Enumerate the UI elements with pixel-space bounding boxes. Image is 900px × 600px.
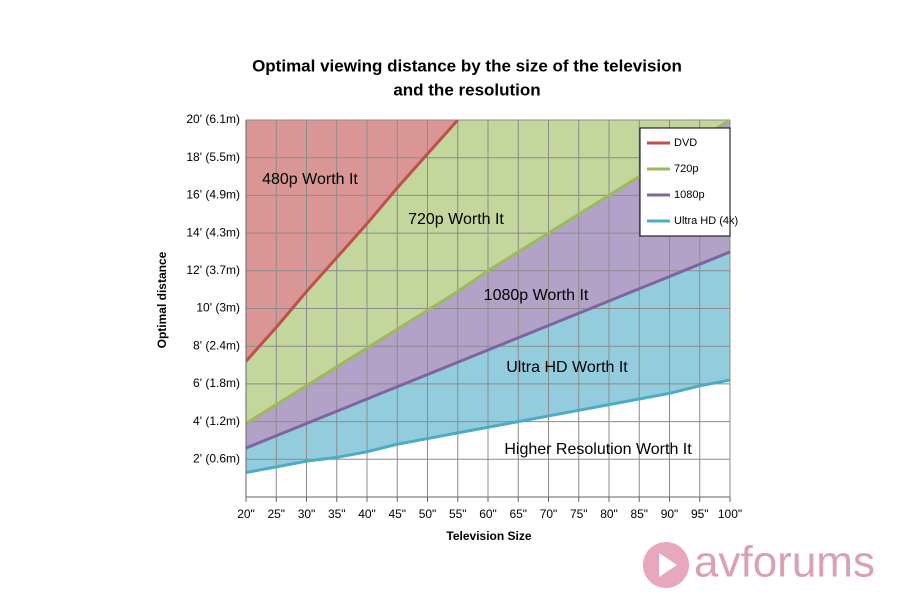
region-label: 720p Worth It	[408, 211, 504, 228]
y-tick-label: 16' (4.9m)	[186, 188, 240, 202]
series-line	[246, 378, 730, 474]
y-tick-label: 4' (1.2m)	[193, 414, 240, 428]
series-line	[246, 120, 459, 363]
x-tick-label: 65"	[509, 507, 527, 521]
x-tick-label: 40"	[358, 507, 376, 521]
x-tick-label: 95"	[691, 507, 709, 521]
region-label: 1080p Worth It	[484, 287, 589, 304]
foreground: 2' (0.6m) 4' (1.2m) 6' (1.8m) 8' (2.4m) 10' …	[186, 112, 742, 521]
y-tick-label: 8' (2.4m)	[193, 338, 240, 352]
logo-play	[659, 553, 677, 577]
legend-label: 1080p	[674, 189, 705, 201]
series-line	[246, 250, 730, 450]
y-tick-label: 14' (4.3m)	[186, 225, 240, 239]
y-tick-label: 20' (6.1m)	[186, 112, 240, 126]
y-axis-title: Optimal distance	[155, 251, 169, 348]
x-tick-label: 90"	[661, 507, 679, 521]
legend-label: Ultra HD (4k)	[674, 215, 738, 227]
x-tick-label: 80"	[600, 507, 618, 521]
chart-title: and the resolution	[393, 80, 540, 99]
logo: avforums	[643, 538, 875, 588]
chart-title: Optimal viewing distance by the size of …	[252, 56, 682, 75]
x-tick-label: 20"	[237, 507, 255, 521]
x-tick-label: 35"	[328, 507, 346, 521]
x-tick-label: 100"	[718, 507, 742, 521]
legend-label: DVD	[674, 137, 697, 149]
x-tick-label: 50"	[419, 507, 437, 521]
x-tick-label: 60"	[479, 507, 497, 521]
legend-label: 720p	[674, 163, 698, 175]
y-tick-label: 12' (3.7m)	[186, 263, 240, 277]
x-tick-label: 70"	[540, 507, 558, 521]
y-tick-label: 2' (0.6m)	[193, 451, 240, 465]
x-tick-label: 55"	[449, 507, 467, 521]
region-label: Higher Resolution Worth It	[504, 441, 692, 458]
legend-box	[639, 127, 731, 237]
x-tick-label: 25"	[267, 507, 285, 521]
x-tick-label: 45"	[388, 507, 406, 521]
watermark: avforums	[694, 538, 875, 587]
region-label: 480p Worth It	[262, 171, 358, 188]
y-tick-label: 6' (1.8m)	[193, 376, 240, 390]
region-label: Ultra HD Worth It	[506, 359, 628, 376]
y-tick-label: 18' (5.5m)	[186, 150, 240, 164]
x-tick-label: 75"	[570, 507, 588, 521]
x-tick-label: 30"	[298, 507, 316, 521]
x-tick-label: 85"	[630, 507, 648, 521]
x-axis-title: Television Size	[446, 529, 531, 543]
y-tick-label: 10' (3m)	[196, 301, 240, 315]
